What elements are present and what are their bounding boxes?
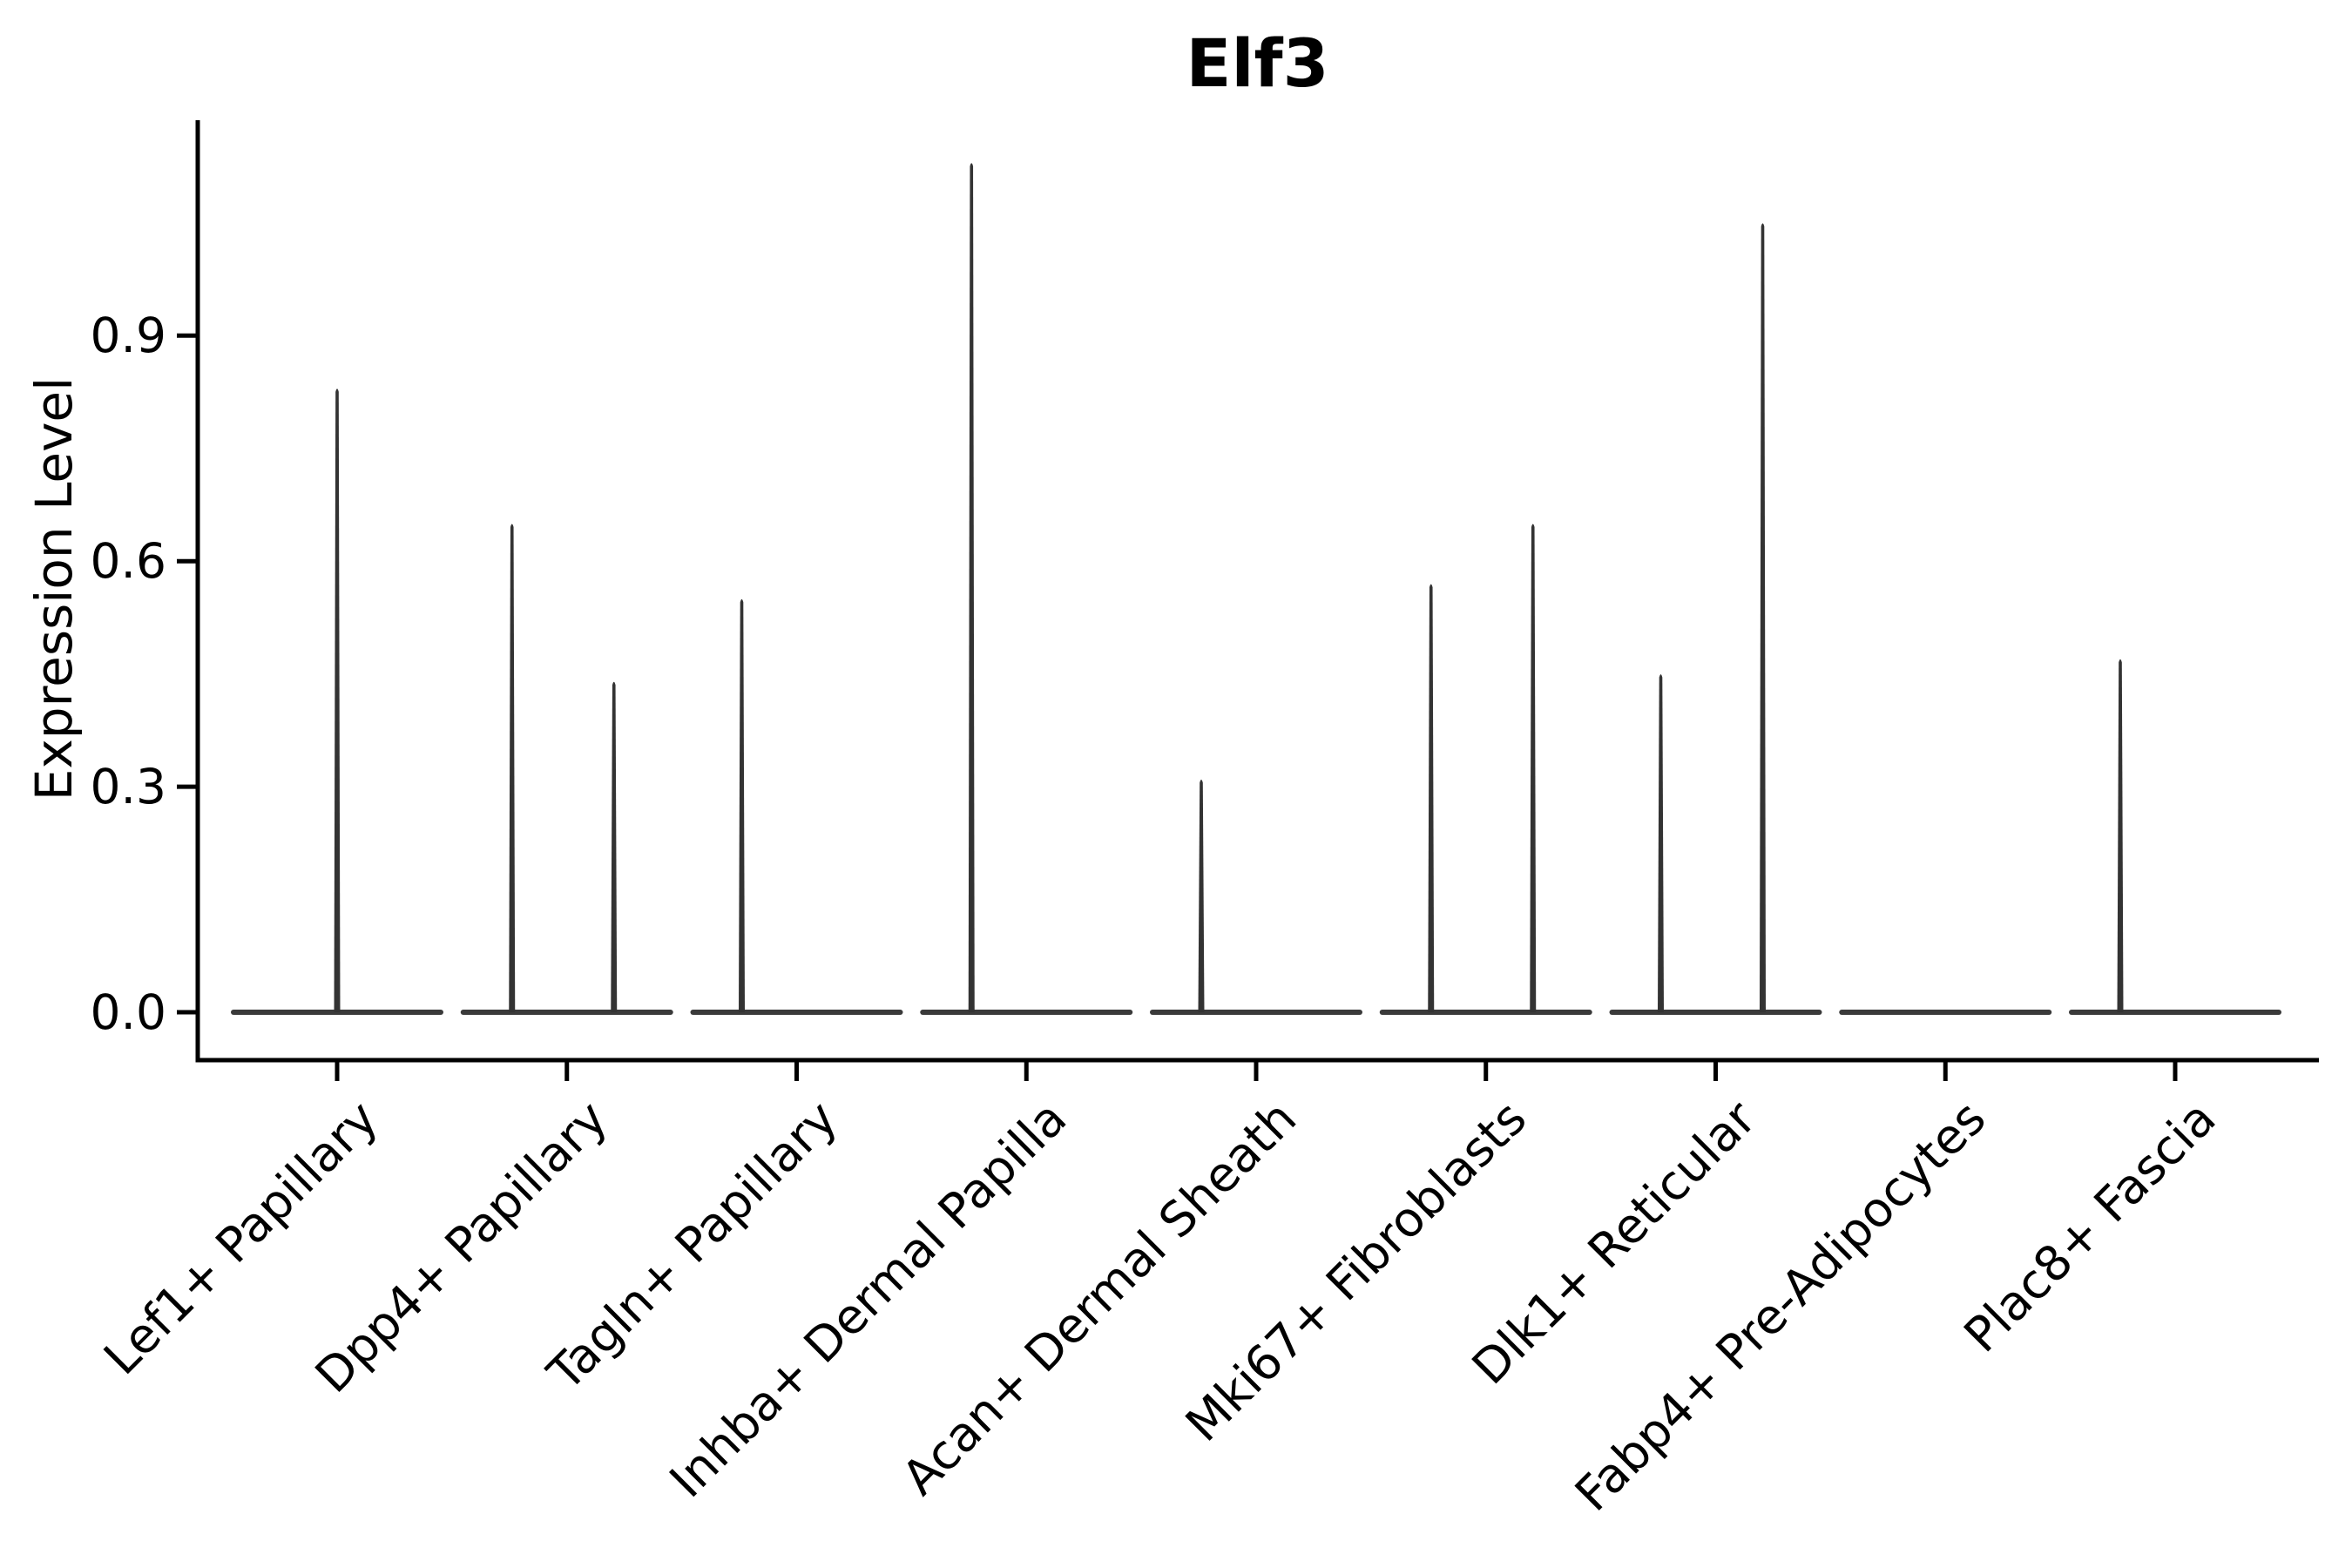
violin-spike bbox=[1428, 584, 1435, 1012]
violin-spike bbox=[2117, 659, 2124, 1012]
violin-spike bbox=[1760, 223, 1766, 1013]
y-tick-label: 0.6 bbox=[90, 533, 166, 590]
y-tick-label: 0.0 bbox=[90, 984, 166, 1040]
violin-spike bbox=[968, 163, 975, 1012]
violin-spike bbox=[509, 524, 516, 1012]
y-axis-label: Expression Level bbox=[24, 376, 84, 801]
y-tick-label: 0.9 bbox=[90, 308, 166, 364]
violin-spike bbox=[1530, 524, 1537, 1012]
violin-spike bbox=[334, 389, 341, 1013]
chart-title: Elf3 bbox=[1186, 24, 1329, 102]
violin-spike bbox=[1658, 674, 1664, 1012]
violin-spike bbox=[739, 598, 745, 1012]
violin-spike bbox=[611, 681, 618, 1012]
violin-spike bbox=[1198, 779, 1205, 1012]
y-tick-label: 0.3 bbox=[90, 759, 166, 815]
